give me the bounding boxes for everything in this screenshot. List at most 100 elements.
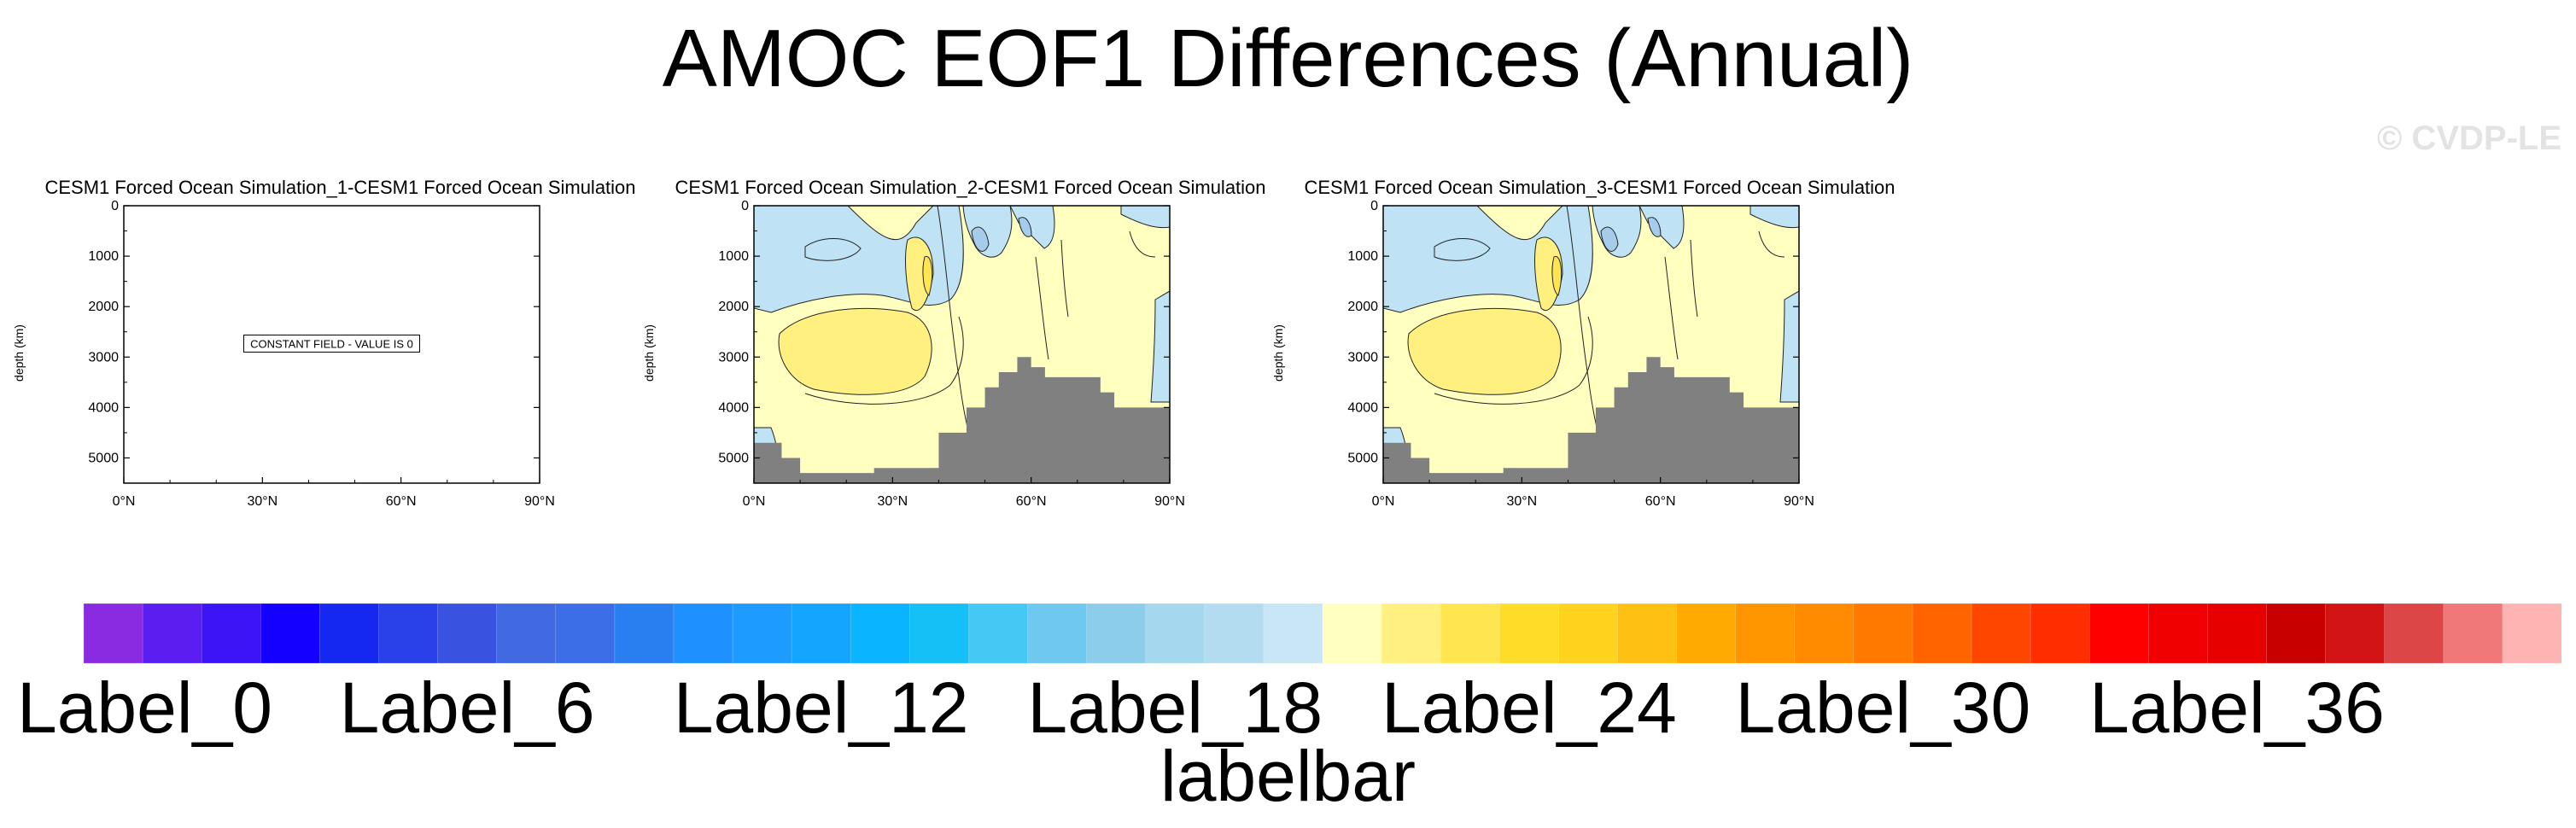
negative-region [1150,290,1170,403]
colorbar-box [791,604,852,663]
colorbar-box [1617,604,1678,663]
panel-3: CESM1 Forced Ocean Simulation_3-CESM1 Fo… [1259,175,1908,534]
colorbar-box [1027,604,1088,663]
constant-field-box [243,335,420,353]
negative-region [1779,290,1799,403]
field [1383,206,1799,483]
colorbar-box [2207,604,2268,663]
y-tick-label: 0 [741,199,749,213]
colorbar-box [437,604,498,663]
colorbar-label: Label_30 [1735,668,2031,748]
colorbar-box [2502,604,2561,663]
colorbar-box [555,604,616,663]
colorbar-box [2325,604,2386,663]
x-tick-label: 60°N [1645,494,1676,509]
panel-title: CESM1 Forced Ocean Simulation_1-CESM1 Fo… [44,177,635,198]
contour-line [804,316,964,405]
y-tick-label: 4000 [88,400,119,415]
colorbar-svg [84,604,2561,663]
colorbar-box [1204,604,1265,663]
plot-frame [753,205,1171,484]
colorbar-label: Label_0 [17,668,272,748]
colorbar-box [1558,604,1619,663]
contour-line [1758,230,1785,258]
x-tick-label: 30°N [1506,494,1537,509]
panel-1: CESM1 Forced Ocean Simulation_1-CESM1 Fo… [0,175,649,534]
colorbar-box [1912,604,1972,663]
colorbar-box [732,604,792,663]
contour-line [1664,256,1679,360]
colorbar-label: Label_12 [673,668,969,748]
positive-core [1551,255,1563,296]
y-tick-label: 0 [111,199,119,213]
colorbar-box [1853,604,1913,663]
colorbar-box [1381,604,1441,663]
colorbar-box [614,604,675,663]
x-tick-label: 90°N [1784,494,1814,509]
negative-region [1434,238,1491,261]
colorbar-box [1086,604,1147,663]
colorbar-box [673,604,733,663]
colorbar-title: labelbar [1160,736,1416,816]
panel-2: CESM1 Forced Ocean Simulation_2-CESM1 Fo… [630,175,1279,534]
y-tick-label: 1000 [1347,249,1378,264]
colorbar-label: Label_6 [339,668,595,748]
field [754,206,1170,483]
plot-frame [1382,205,1800,484]
contour-line [1035,256,1049,360]
colorbar-label: Label_18 [1027,668,1323,748]
colorbar-box [850,604,911,663]
negative-core [1018,217,1032,237]
colorbar-box [2384,604,2445,663]
x-tick-label: 0°N [113,494,136,509]
contour-line [1434,316,1593,405]
y-axis-label: depth (km) [1271,324,1285,382]
y-tick-label: 5000 [1347,451,1378,465]
panel-title: CESM1 Forced Ocean Simulation_3-CESM1 Fo… [1304,177,1895,198]
colorbar-box [142,604,202,663]
x-tick-label: 90°N [524,494,555,509]
bathymetry [754,357,1170,483]
y-tick-label: 1000 [718,249,749,264]
colorbar-box [909,604,970,663]
y-tick-label: 5000 [88,451,119,465]
x-tick-label: 30°N [877,494,908,509]
colorbar-box [378,604,439,663]
colorbar-box [1971,604,2031,663]
x-tick-label: 60°N [1016,494,1047,509]
x-tick-label: 0°N [743,494,766,509]
colorbar-box [2148,604,2209,663]
colorbar-box [2030,604,2091,663]
y-axis-label: depth (km) [642,324,656,382]
y-tick-label: 3000 [718,350,749,364]
watermark: © CVDP-LE [2376,120,2561,157]
colorbar-box [968,604,1029,663]
colorbar-label: Label_36 [2089,668,2385,748]
colorbar-box [1440,604,1501,663]
colorbar [84,604,2561,663]
positive-region [778,307,932,395]
x-tick-label: 90°N [1154,494,1185,509]
colorbar-box [1263,604,1323,663]
y-tick-label: 5000 [718,451,749,465]
negative-core [1600,226,1619,252]
x-tick-label: 0°N [1372,494,1395,509]
colorbar-box [496,604,557,663]
colorbar-box [84,604,143,663]
y-tick-label: 4000 [718,400,749,415]
y-tick-label: 3000 [88,350,119,364]
y-tick-label: 2000 [88,300,119,314]
plot-svg: CESM1 Forced Ocean Simulation_1-CESM1 Fo… [12,177,636,509]
y-tick-label: 2000 [1347,300,1378,314]
panel-title: CESM1 Forced Ocean Simulation_2-CESM1 Fo… [675,177,1265,198]
y-tick-label: 4000 [1347,400,1378,415]
colorbar-box [201,604,262,663]
y-tick-label: 0 [1370,199,1378,213]
colorbar-box [1498,604,1560,663]
positive-region [1407,307,1562,395]
plot-svg: CESM1 Forced Ocean Simulation_2-CESM1 Fo… [642,177,1266,509]
colorbar-box [1735,604,1796,663]
y-tick-label: 1000 [88,249,119,264]
bathymetry [1383,357,1799,483]
y-tick-label: 3000 [1347,350,1378,364]
